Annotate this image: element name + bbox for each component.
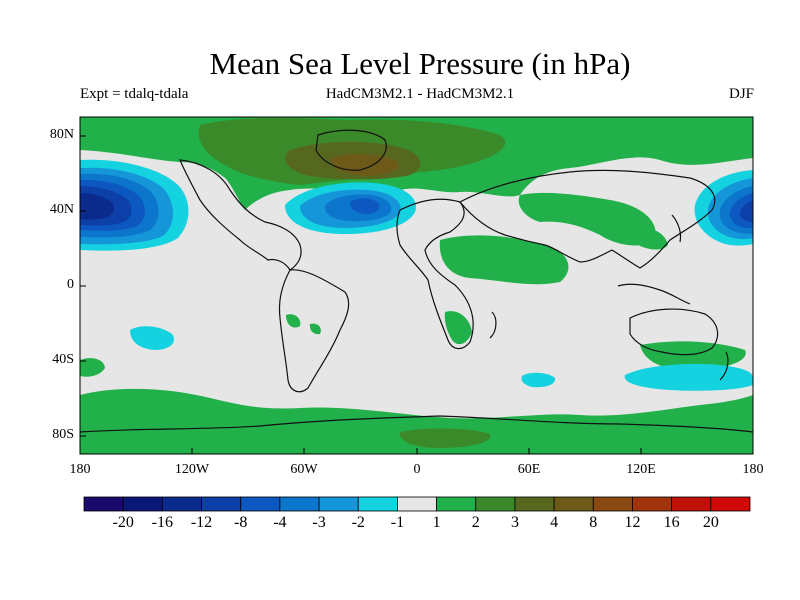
east-asia-positive-region — [635, 228, 668, 250]
north-pacific-low-6-west — [80, 193, 114, 220]
southern-ocean-positive-band — [80, 388, 753, 454]
colorbar-label: 20 — [702, 514, 719, 531]
south-pacific-negative-region — [130, 326, 175, 350]
coastlines — [80, 129, 753, 433]
model-label: HadCM3M2.1 - HadCM3M2.1 — [325, 86, 515, 102]
colorbar-label: 8 — [589, 514, 598, 531]
north-pacific-low-5-east — [740, 200, 753, 222]
south-africa-positive-region — [444, 311, 472, 345]
map-title: Mean Sea Level Pressure (in hPa) — [209, 46, 631, 81]
north-atlantic-low-core — [349, 198, 380, 214]
colorbar-swatch — [122, 496, 163, 512]
colorbar-label: -3 — [312, 514, 326, 531]
colorbar-swatch — [436, 496, 477, 512]
coastline-south-america — [278, 269, 350, 393]
south-indian-positive-region — [640, 341, 746, 371]
south-america-positive-region-2 — [309, 323, 321, 335]
colorbar — [83, 496, 751, 512]
coastline-antarctica — [80, 415, 753, 433]
lat-label-40n: 40N — [49, 202, 74, 217]
lon-label-180w: 180 — [69, 462, 91, 477]
lon-label-180e: 180 — [742, 462, 764, 477]
south-atlantic-negative-region — [521, 372, 556, 388]
colorbar-label: 4 — [550, 514, 559, 531]
colorbar-swatch — [632, 496, 673, 512]
south-indian-negative-region — [624, 363, 753, 391]
colorbar-swatch — [318, 496, 359, 512]
colorbar-label: 2 — [471, 514, 480, 531]
lon-label-0: 0 — [413, 462, 421, 477]
coastline-europe-africa — [396, 198, 474, 350]
season-label: DJF — [728, 86, 754, 102]
colorbar-swatch — [240, 496, 281, 512]
colorbar-swatch — [553, 496, 594, 512]
lat-label-80n: 80N — [49, 127, 74, 142]
colorbar-label: -1 — [390, 514, 405, 531]
colorbar-swatch — [357, 496, 398, 512]
colorbar-swatch — [279, 496, 320, 512]
colorbar-swatch — [83, 496, 124, 512]
lat-label-80s: 80S — [52, 427, 74, 442]
colorbar-label: -16 — [151, 514, 173, 531]
coastline-new-zealand — [719, 351, 729, 381]
arctic-positive-max — [330, 154, 399, 176]
lat-label-40s: 40S — [52, 352, 74, 367]
colorbar-label: -20 — [112, 514, 134, 531]
africa-positive-region — [439, 235, 569, 285]
coastline-greenland — [315, 129, 387, 171]
south-pacific-positive-region — [80, 358, 105, 377]
lon-label-60e: 60E — [517, 462, 541, 477]
colorbar-label: -2 — [351, 514, 365, 531]
colorbar-label: -8 — [234, 514, 248, 531]
colorbar-swatch — [671, 496, 712, 512]
colorbar-swatch — [514, 496, 555, 512]
coastline-japan — [671, 214, 682, 243]
coastline-australia — [629, 308, 719, 356]
map-field — [80, 117, 753, 454]
colorbar-label: 1 — [432, 514, 441, 531]
colorbar-swatch — [592, 496, 633, 512]
asia-positive-region — [518, 192, 656, 246]
lon-label-120e: 120E — [626, 462, 656, 477]
colorbar-label: 16 — [663, 514, 680, 531]
colorbar-label: 3 — [510, 514, 519, 531]
colorbar-swatch — [475, 496, 516, 512]
lon-label-120w: 120W — [174, 462, 210, 477]
south-america-positive-region — [286, 314, 301, 328]
lon-label-60w: 60W — [290, 462, 318, 477]
colorbar-label: -12 — [190, 514, 213, 531]
experiment-label: Expt = tdalq-tdala — [80, 86, 189, 102]
lat-label-0: 0 — [67, 277, 74, 292]
colorbar-swatch — [201, 496, 242, 512]
coastline-asia — [459, 169, 716, 269]
coastline-indonesia — [617, 283, 691, 305]
colorbar-swatch — [397, 496, 437, 512]
colorbar-label: -4 — [273, 514, 287, 531]
antarctic-positive-core — [399, 428, 491, 448]
axis-ticks — [80, 135, 642, 454]
colorbar-swatch — [161, 496, 202, 512]
colorbar-swatch — [710, 496, 751, 512]
colorbar-label: 12 — [624, 514, 641, 531]
coastline-madagascar — [489, 311, 497, 339]
